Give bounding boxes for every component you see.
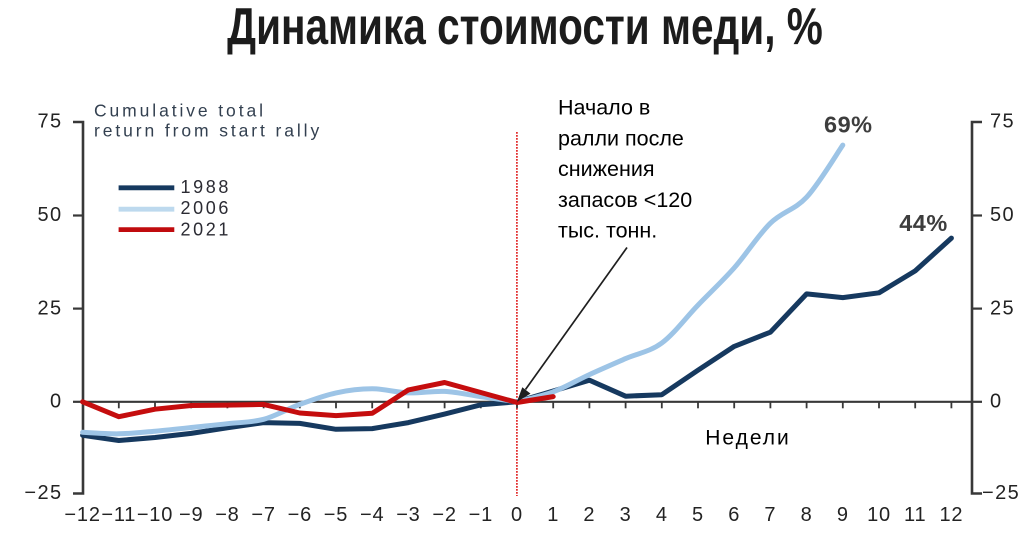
svg-text:50: 50 <box>990 204 1015 226</box>
svg-text:1: 1 <box>547 504 559 526</box>
svg-text:−25: −25 <box>24 482 62 504</box>
svg-text:Недели: Недели <box>705 427 791 450</box>
svg-text:12: 12 <box>939 504 963 526</box>
svg-text:−4: −4 <box>360 504 384 526</box>
svg-text:−9: −9 <box>179 504 203 526</box>
svg-text:−8: −8 <box>215 504 239 526</box>
svg-text:11: 11 <box>904 504 926 526</box>
svg-text:1988: 1988 <box>181 177 231 197</box>
svg-text:Динамика стоимости меди, %: Динамика стоимости меди, % <box>227 0 823 55</box>
svg-text:0: 0 <box>511 504 523 526</box>
svg-text:2021: 2021 <box>181 219 231 239</box>
svg-text:−3: −3 <box>396 504 420 526</box>
svg-text:−7: −7 <box>251 504 275 526</box>
svg-text:−25: −25 <box>982 482 1020 504</box>
svg-text:ралли после: ралли после <box>558 126 684 150</box>
svg-text:10: 10 <box>867 504 891 526</box>
svg-text:−10: −10 <box>137 504 173 526</box>
svg-text:9: 9 <box>837 504 849 526</box>
svg-text:−1: −1 <box>469 504 493 526</box>
svg-text:25: 25 <box>37 297 62 319</box>
svg-text:4: 4 <box>656 504 668 526</box>
svg-text:25: 25 <box>990 297 1015 319</box>
svg-text:3: 3 <box>620 504 632 526</box>
svg-text:50: 50 <box>37 204 62 226</box>
svg-text:8: 8 <box>801 504 813 526</box>
svg-text:снижения: снижения <box>558 157 655 181</box>
svg-text:Cumulative total: Cumulative total <box>94 101 266 121</box>
svg-text:7: 7 <box>764 504 776 526</box>
svg-text:−2: −2 <box>432 504 456 526</box>
svg-text:запасов <120: запасов <120 <box>558 188 692 212</box>
svg-text:75: 75 <box>990 111 1015 133</box>
svg-text:6: 6 <box>728 504 740 526</box>
svg-text:−6: −6 <box>288 504 312 526</box>
svg-text:75: 75 <box>37 111 62 133</box>
svg-text:−12: −12 <box>64 504 100 526</box>
svg-text:5: 5 <box>692 504 704 526</box>
svg-text:Начало в: Начало в <box>558 96 650 120</box>
svg-text:69%: 69% <box>824 112 873 138</box>
svg-text:−5: −5 <box>324 504 348 526</box>
svg-text:0: 0 <box>50 391 63 413</box>
svg-text:−11: −11 <box>101 504 136 526</box>
svg-text:2006: 2006 <box>181 198 231 218</box>
svg-text:0: 0 <box>990 391 1003 413</box>
svg-text:return from start rally: return from start rally <box>94 121 322 141</box>
svg-text:44%: 44% <box>899 210 948 236</box>
svg-text:2: 2 <box>583 504 595 526</box>
svg-text:тыс. тонн.: тыс. тонн. <box>558 219 657 243</box>
